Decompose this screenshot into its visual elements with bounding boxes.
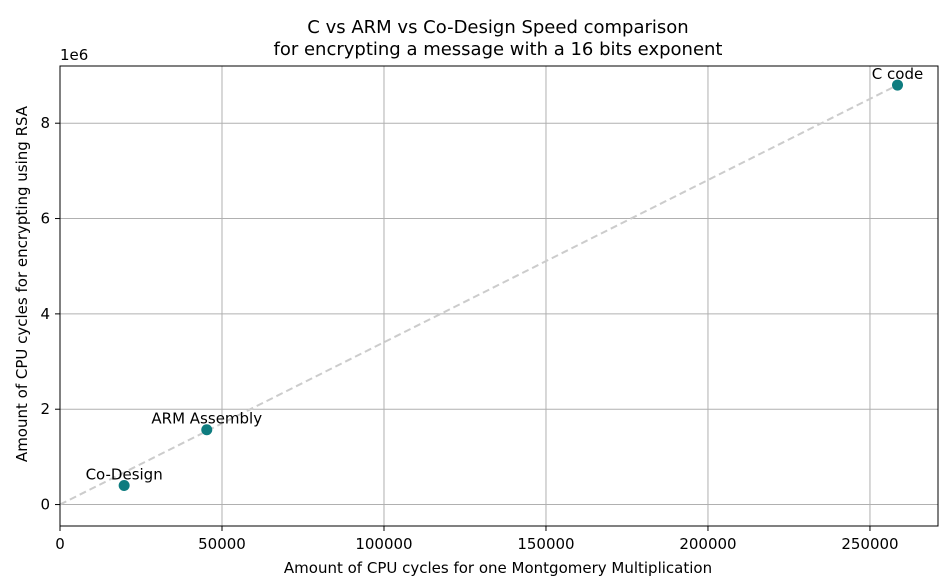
y-tick-label: 6 xyxy=(40,210,50,228)
trend-line xyxy=(59,84,898,506)
data-point-label: ARM Assembly xyxy=(151,410,262,428)
y-tick-label: 0 xyxy=(40,496,50,514)
y-axis-ticks: 0 2 4 6 8 xyxy=(40,114,60,514)
y-axis-label: Amount of CPU cycles for encrypting usin… xyxy=(13,105,31,462)
y-tick-label: 8 xyxy=(40,114,50,132)
x-axis-label: Amount of CPU cycles for one Montgomery … xyxy=(284,559,712,577)
data-point xyxy=(118,479,130,491)
data-points: Co-Design ARM Assembly C code xyxy=(86,65,923,491)
x-tick-label: 50000 xyxy=(198,535,246,553)
x-tick-label: 100000 xyxy=(355,535,412,553)
y-tick-label: 4 xyxy=(40,305,50,323)
x-axis-ticks: 0 50000 100000 150000 200000 250000 xyxy=(55,526,899,553)
x-tick-label: 200000 xyxy=(679,535,736,553)
data-point-label: C code xyxy=(872,65,923,83)
data-point-label: Co-Design xyxy=(86,465,163,483)
data-point xyxy=(892,79,904,91)
y-axis-offset-label: 1e6 xyxy=(60,46,88,64)
x-tick-label: 150000 xyxy=(517,535,574,553)
grid xyxy=(59,66,938,526)
x-tick-label: 250000 xyxy=(841,535,898,553)
data-point xyxy=(201,424,213,436)
chart-title-line-1: C vs ARM vs Co-Design Speed comparison xyxy=(307,17,688,38)
chart-title-line-2: for encrypting a message with a 16 bits … xyxy=(274,39,723,60)
y-tick-label: 2 xyxy=(40,400,50,418)
plot-frame xyxy=(59,65,939,527)
x-tick-label: 0 xyxy=(55,535,65,553)
